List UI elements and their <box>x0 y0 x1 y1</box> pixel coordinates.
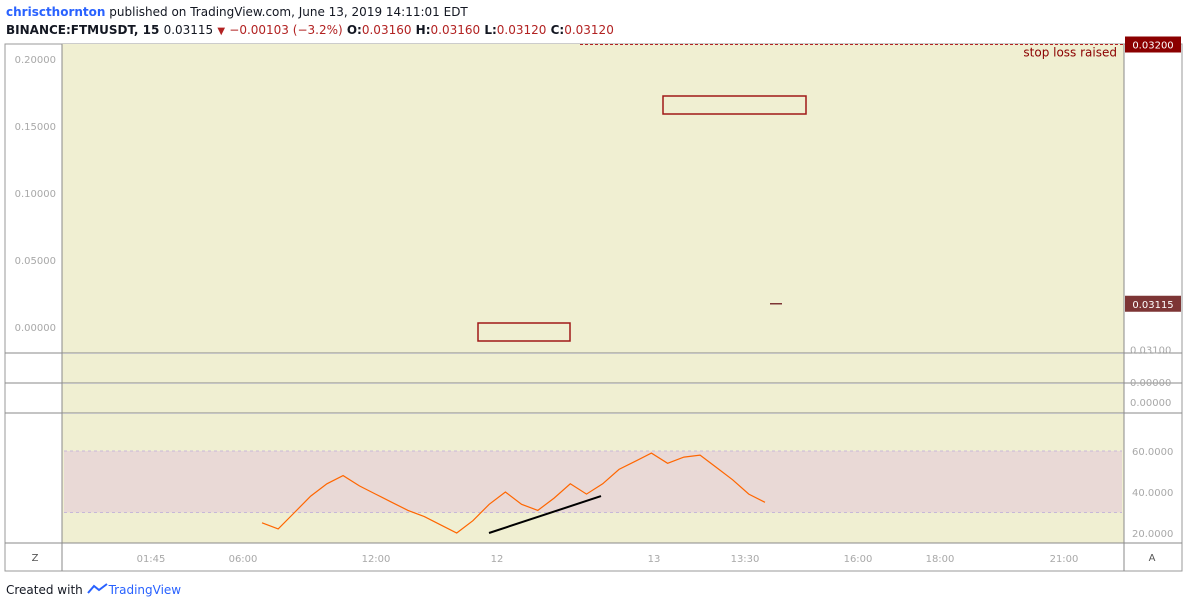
time-axis-tick: 21:00 <box>1050 554 1079 565</box>
rsi-band <box>64 451 1122 513</box>
down-arrow-icon: ▼ <box>217 26 226 37</box>
symbol[interactable]: BINANCE:FTMUSDT, 15 <box>6 23 160 37</box>
empty-pane-1[interactable] <box>62 354 1124 383</box>
left-axis-tick: 0.05000 <box>15 256 56 267</box>
author-link[interactable]: chriscthornton <box>6 5 106 19</box>
symbol-line: BINANCE:FTMUSDT, 15 0.03115 ▼ −0.00103 (… <box>6 23 614 37</box>
empty-pane-2[interactable] <box>62 384 1124 413</box>
left-axis-tick: 0.15000 <box>15 122 56 133</box>
time-axis-tick: 06:00 <box>229 554 258 565</box>
created-with: Created with <box>6 583 83 597</box>
time-axis-tick: 13 <box>648 554 661 565</box>
tradingview-brand[interactable]: TradingView <box>108 583 182 597</box>
pane-axis-tick: 0.00000 <box>1130 398 1171 409</box>
drawn-rectangle[interactable] <box>662 95 807 115</box>
time-axis-tick: 16:00 <box>844 554 873 565</box>
price-label: 0.03200 <box>1132 41 1173 52</box>
time-axis-tick: 12:00 <box>362 554 391 565</box>
zoom-left-button[interactable]: Z <box>32 553 39 564</box>
close-value: 0.03120 <box>564 23 614 37</box>
high-label: H: <box>415 23 431 37</box>
price-label-badge <box>1125 36 1181 53</box>
right-axis-tick: 0.03100 <box>1130 346 1171 357</box>
open-value: 0.03160 <box>361 23 412 37</box>
footer: Created with TradingView <box>6 583 181 597</box>
price-label: 0.03115 <box>1132 300 1173 311</box>
left-axis-tick: 0.20000 <box>15 55 56 66</box>
rsi-axis-tick: 20.0000 <box>1132 529 1173 540</box>
price-label-badge <box>1125 295 1181 312</box>
time-axis-tick: 18:00 <box>926 554 955 565</box>
time-axis-tick: 01:45 <box>137 554 166 565</box>
low-label: L: <box>484 23 497 37</box>
price-pane[interactable] <box>62 44 1124 353</box>
high-value: 0.03160 <box>430 23 481 37</box>
tradingview-logo-icon <box>86 583 108 594</box>
open-label: O: <box>346 23 362 37</box>
drawn-rectangle[interactable] <box>477 322 571 342</box>
low-value: 0.03120 <box>496 23 547 37</box>
close-label: C: <box>550 23 565 37</box>
pane-axis-tick: 0.00000 <box>1130 378 1171 389</box>
axis-ticks: 0.03100 0.20000 0.15000 0.10000 0.05000 0.000… <box>15 55 1172 565</box>
rsi-axis-tick: 60.0000 <box>1132 447 1173 458</box>
level-name: stop loss raised <box>1023 46 1117 60</box>
price-change: −0.00103 (−3.2%) <box>229 23 343 37</box>
rsi-line <box>261 452 766 534</box>
time-axis-tick: 13:30 <box>731 554 760 565</box>
left-axis-tick: 0.00000 <box>15 323 56 334</box>
publish-info: published on TradingView.com, June 13, 2… <box>109 5 468 19</box>
publish-line: chriscthornton published on TradingView.… <box>6 5 468 19</box>
time-axis-tick: 12 <box>491 554 504 565</box>
rsi-trendline[interactable] <box>488 495 602 534</box>
rsi-axis-tick: 40.0000 <box>1132 488 1173 499</box>
last-price: 0.03115 <box>163 23 214 37</box>
left-axis-tick: 0.10000 <box>15 189 56 200</box>
rsi-indicator: 60.0000 40.0000 20.0000 <box>64 447 1173 540</box>
auto-scale-button[interactable]: A <box>1149 553 1156 564</box>
